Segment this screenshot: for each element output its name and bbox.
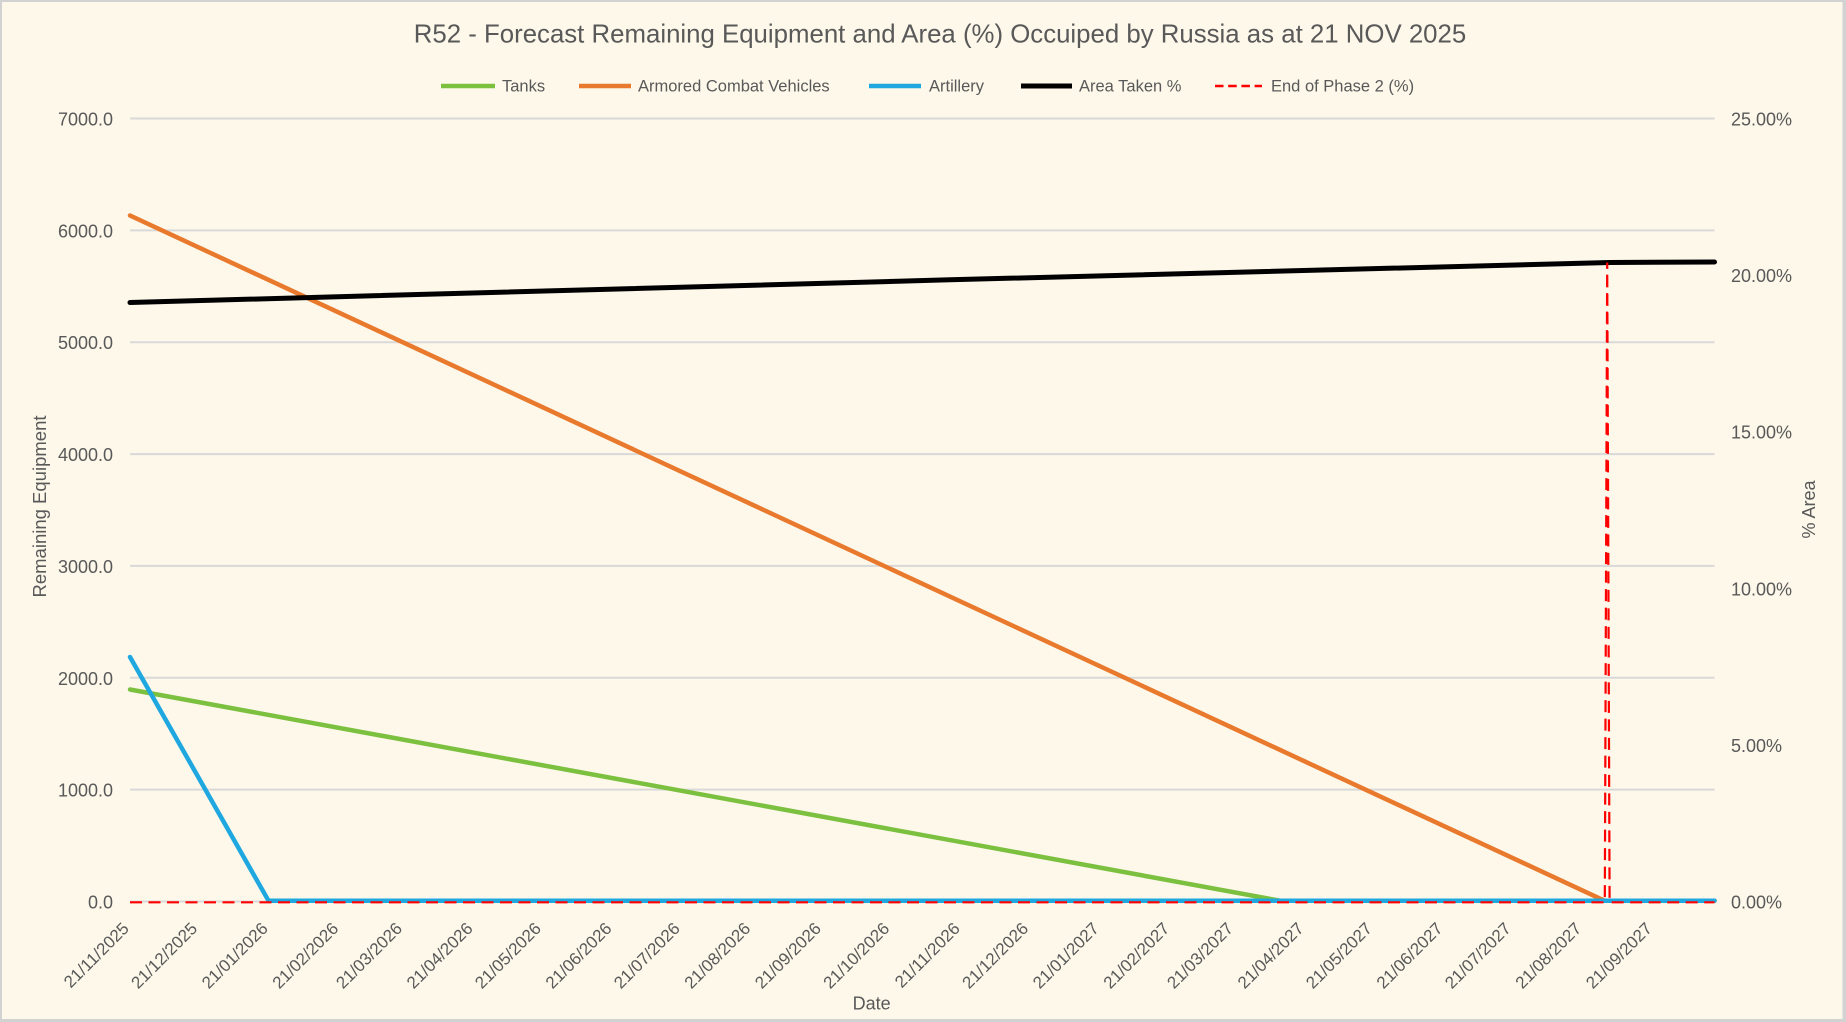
svg-text:3000.0: 3000.0: [58, 557, 113, 577]
svg-text:6000.0: 6000.0: [58, 221, 113, 241]
svg-text:Armored Combat Vehicles: Armored Combat Vehicles: [638, 78, 830, 96]
svg-text:1000.0: 1000.0: [58, 781, 113, 801]
svg-text:2000.0: 2000.0: [58, 669, 113, 689]
svg-text:Date: Date: [853, 994, 891, 1014]
svg-text:15.00%: 15.00%: [1731, 423, 1792, 443]
svg-text:4000.0: 4000.0: [58, 445, 113, 465]
svg-text:20.00%: 20.00%: [1731, 266, 1792, 286]
svg-text:End of Phase 2 (%): End of Phase 2 (%): [1271, 78, 1414, 96]
svg-text:5000.0: 5000.0: [58, 333, 113, 353]
svg-text:25.00%: 25.00%: [1731, 110, 1792, 130]
svg-text:Tanks: Tanks: [502, 78, 545, 96]
svg-text:Remaining Equipment: Remaining Equipment: [29, 415, 50, 597]
svg-text:7000.0: 7000.0: [58, 110, 113, 130]
svg-text:Artillery: Artillery: [929, 78, 985, 96]
svg-text:% Area: % Area: [1799, 480, 1819, 539]
svg-text:0.00%: 0.00%: [1731, 893, 1782, 913]
svg-text:10.00%: 10.00%: [1731, 579, 1792, 599]
svg-text:5.00%: 5.00%: [1731, 736, 1782, 756]
svg-text:0.0: 0.0: [88, 893, 113, 913]
svg-text:Area Taken %: Area Taken %: [1079, 78, 1182, 96]
svg-text:R52 - Forecast Remaining Equip: R52 - Forecast Remaining Equipment and A…: [414, 21, 1466, 49]
